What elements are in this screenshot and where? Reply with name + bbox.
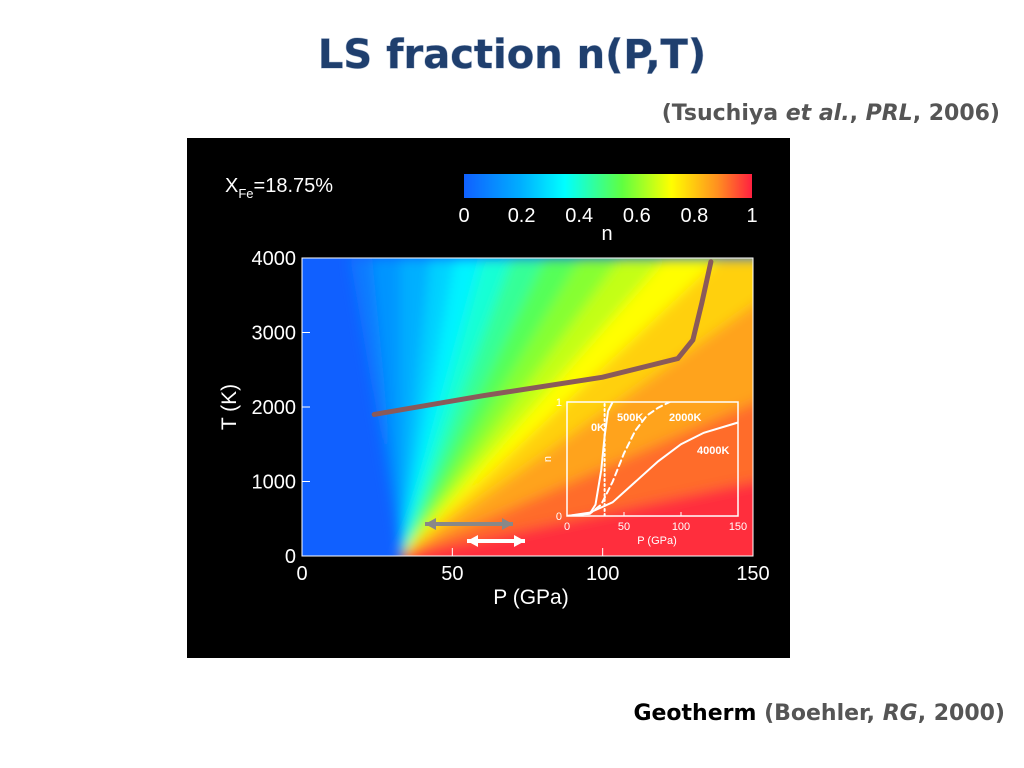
footer-part: RG — [883, 701, 918, 726]
citation: (Tsuchiya et al., PRL, 2006) — [662, 101, 1000, 126]
arrow-head — [467, 535, 478, 547]
series-label: 500K — [617, 412, 643, 424]
series-label: 0K — [591, 422, 605, 434]
series-line — [567, 402, 671, 516]
footer-part: , 2000) — [918, 701, 1005, 726]
composition-label: XFe=18.75% — [225, 175, 333, 201]
x-tick-label: 0.4 — [565, 205, 593, 227]
colorbar — [464, 174, 752, 198]
heatmap-fan — [350, 258, 753, 556]
series-line — [567, 421, 738, 516]
citation-part: , 2006) — [913, 101, 1000, 126]
x-axis-label: P (GPa) — [493, 586, 568, 609]
x-tick-label: 150 — [736, 563, 769, 585]
heatmap — [302, 258, 753, 556]
x-tick-label: 0.2 — [508, 205, 536, 227]
x-tick-label: 100 — [672, 521, 690, 533]
heatmap-band — [401, 481, 753, 556]
arrow-head — [425, 518, 436, 530]
footer-part: (Boehler, — [756, 701, 882, 726]
x-tick-label: 0.6 — [623, 205, 651, 227]
x-tick-label: 0 — [458, 205, 469, 227]
x-axis-label: P (GPa) — [637, 535, 677, 547]
citation-part: , — [850, 101, 866, 126]
footer: Geotherm (Boehler, RG, 2000) — [633, 701, 1005, 726]
y-tick-label: 3000 — [252, 323, 297, 345]
y-axis-label: T (K) — [218, 384, 241, 430]
x-tick-label: 100 — [586, 563, 619, 585]
citation-part: (Tsuchiya — [662, 101, 786, 126]
annotation-rest: =18.75% — [254, 175, 334, 197]
x-tick-label: 0 — [296, 563, 307, 585]
x-tick-label: 50 — [618, 521, 630, 533]
series-label: 4000K — [697, 445, 729, 457]
y-axis-label: n — [542, 456, 554, 462]
x-tick-label: 50 — [441, 563, 463, 585]
y-tick-label: 4000 — [252, 248, 297, 270]
x-tick-label: 0 — [564, 521, 570, 533]
y-tick-label: 0 — [285, 546, 296, 568]
x-axis-label: n — [601, 223, 612, 245]
annotation-main: X — [225, 175, 238, 197]
citation-part: et al. — [786, 101, 850, 126]
y-tick-label: 1 — [556, 397, 562, 409]
series-label: 2000K — [669, 412, 701, 424]
inset-frame — [566, 401, 739, 517]
x-tick-label: 0.8 — [680, 205, 708, 227]
citation-part: PRL — [866, 101, 913, 126]
x-tick-label: 150 — [729, 521, 747, 533]
y-tick-label: 2000 — [252, 397, 297, 419]
x-tick-label: 1 — [746, 205, 757, 227]
y-tick-label: 1000 — [252, 472, 297, 494]
arrow-head — [514, 535, 525, 547]
y-tick-label: 0 — [556, 511, 562, 523]
footer-bold: Geotherm — [633, 701, 756, 726]
series-line — [371, 259, 714, 417]
arrow-head — [502, 518, 513, 530]
annotation-sub: Fe — [238, 186, 253, 201]
slide-title: LS fraction n(P,T) — [318, 32, 706, 78]
